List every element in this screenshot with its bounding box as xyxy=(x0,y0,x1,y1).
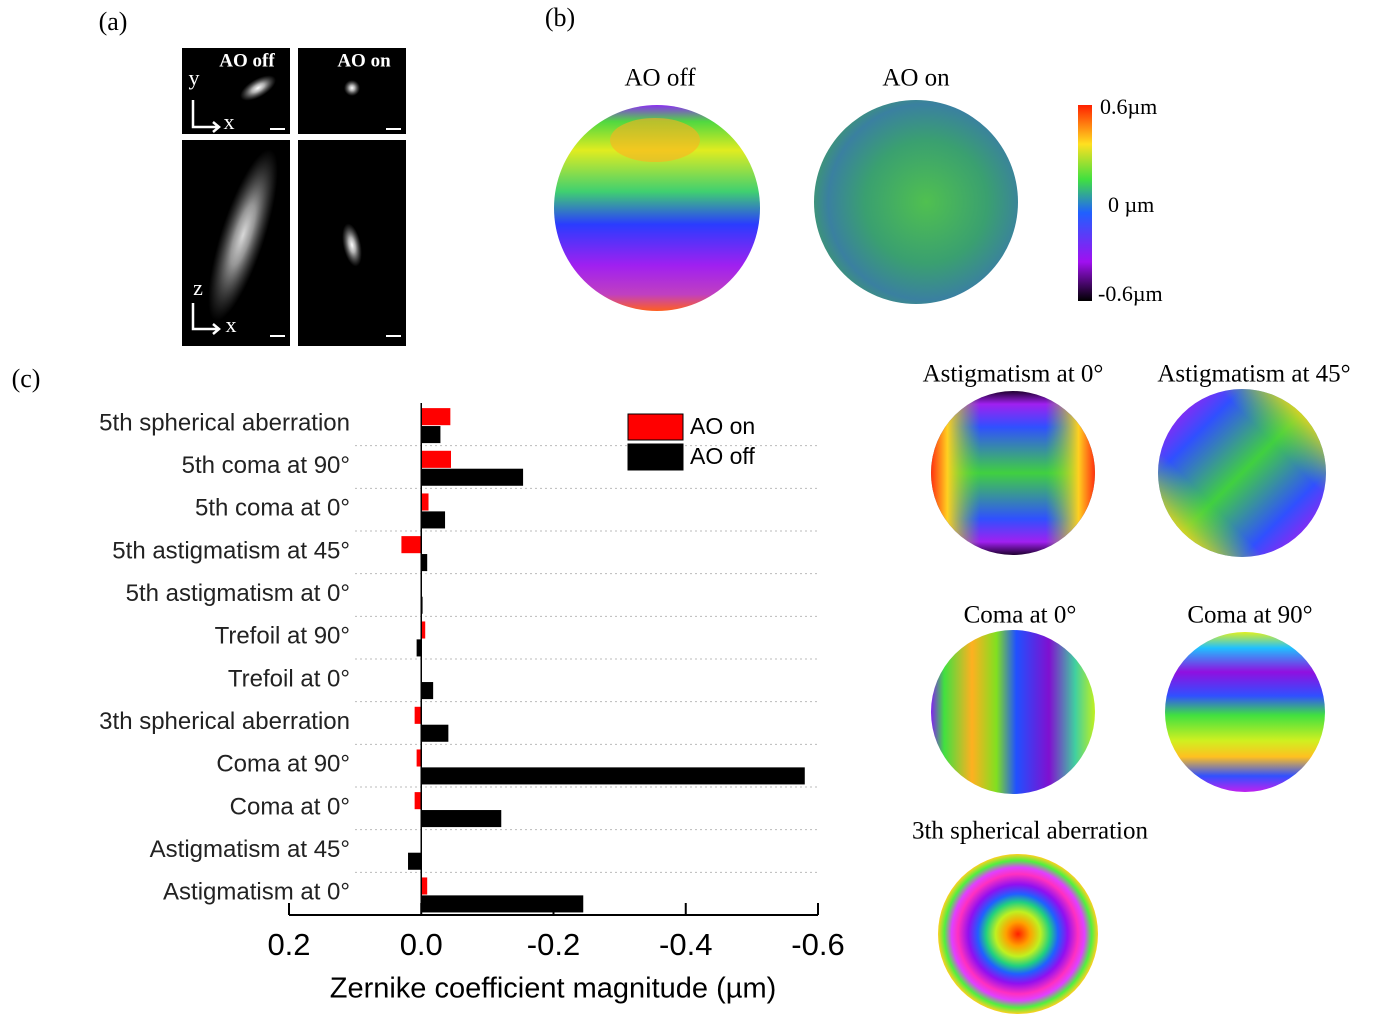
bar xyxy=(421,426,440,443)
bar xyxy=(421,725,448,742)
bar xyxy=(421,408,450,425)
panel-b: (b) AO off AO on 0.6µm 0 µm -0.6µm xyxy=(545,3,1163,311)
wavefront-highlight xyxy=(610,118,700,162)
bar xyxy=(421,877,427,894)
y-tick-label: 3th spherical aberration xyxy=(99,708,350,735)
bar xyxy=(421,469,523,486)
map-title: AO off xyxy=(624,65,696,92)
panel-a: (a) AO off AO on y x z x xyxy=(99,7,406,346)
axis-letter: y xyxy=(189,65,200,90)
bar xyxy=(421,767,805,784)
y-tick-label: 5th astigmatism at 45° xyxy=(112,537,350,564)
bar xyxy=(421,682,433,699)
y-tick-label: Trefoil at 0° xyxy=(228,665,350,692)
y-tick-label: Astigmatism at 0° xyxy=(163,879,350,906)
mode-title: Coma at 90° xyxy=(1187,602,1312,629)
mode-map-overlay xyxy=(1158,389,1326,557)
x-tick-label: -0.2 xyxy=(527,927,580,962)
mode-map xyxy=(931,630,1095,794)
bar xyxy=(408,853,421,870)
psf-spot xyxy=(344,80,360,96)
mode-title: 3th spherical aberration xyxy=(912,818,1149,845)
axis-letter: z xyxy=(193,275,203,300)
mode-map xyxy=(938,854,1098,1014)
bar xyxy=(421,493,428,510)
axis-letter: x xyxy=(224,109,235,134)
x-tick-label: 0.2 xyxy=(267,927,310,962)
image-label: AO off xyxy=(219,50,275,71)
bar xyxy=(421,554,427,571)
y-tick-label: Astigmatism at 45° xyxy=(150,836,350,863)
colorbar xyxy=(1078,105,1092,301)
wavefront-map xyxy=(814,100,1018,304)
panel-label: (c) xyxy=(12,364,41,393)
colorbar-label: -0.6µm xyxy=(1098,281,1163,306)
bar xyxy=(415,792,422,809)
y-tick-label: 5th spherical aberration xyxy=(99,409,350,436)
panel-label: (b) xyxy=(545,3,575,32)
axis-letter: x xyxy=(226,312,237,337)
map-title: AO on xyxy=(882,65,950,92)
bar xyxy=(401,536,421,553)
bar xyxy=(421,451,451,468)
bar-chart: Zernike coefficient magnitude (µm) 5th s… xyxy=(99,403,845,1005)
x-tick-label: -0.4 xyxy=(659,927,712,962)
y-tick-label: Coma at 90° xyxy=(216,751,350,778)
legend-label: AO off xyxy=(690,443,755,469)
y-tick-label: 5th coma at 0° xyxy=(195,495,350,522)
figure: (a) AO off AO on y x z x (b) AO off AO o… xyxy=(0,0,1388,1014)
mode-title: Astigmatism at 0° xyxy=(923,361,1104,388)
legend-swatch xyxy=(628,444,683,470)
y-tick-label: Coma at 0° xyxy=(230,793,350,820)
mode-title: Coma at 0° xyxy=(964,602,1077,629)
bar xyxy=(415,707,422,724)
bar xyxy=(421,511,445,528)
y-tick-label: Trefoil at 90° xyxy=(215,623,350,650)
y-tick-label: 5th astigmatism at 0° xyxy=(126,580,350,607)
bar xyxy=(421,810,501,827)
panel-label: (a) xyxy=(99,7,128,36)
mode-map-overlay xyxy=(931,391,1095,555)
mode-title: Astigmatism at 45° xyxy=(1157,361,1350,388)
colorbar-label: 0 µm xyxy=(1108,192,1154,217)
legend-label: AO on xyxy=(690,413,755,439)
legend-swatch xyxy=(628,414,683,440)
mode-map xyxy=(1165,632,1325,792)
y-tick-label: 5th coma at 90° xyxy=(182,452,350,479)
colorbar-label: 0.6µm xyxy=(1100,94,1157,119)
x-tick-label: -0.6 xyxy=(791,927,844,962)
bar xyxy=(421,895,583,912)
x-axis-title: Zernike coefficient magnitude (µm) xyxy=(330,973,777,1005)
image-label: AO on xyxy=(337,50,391,71)
x-tick-label: 0.0 xyxy=(400,927,443,962)
